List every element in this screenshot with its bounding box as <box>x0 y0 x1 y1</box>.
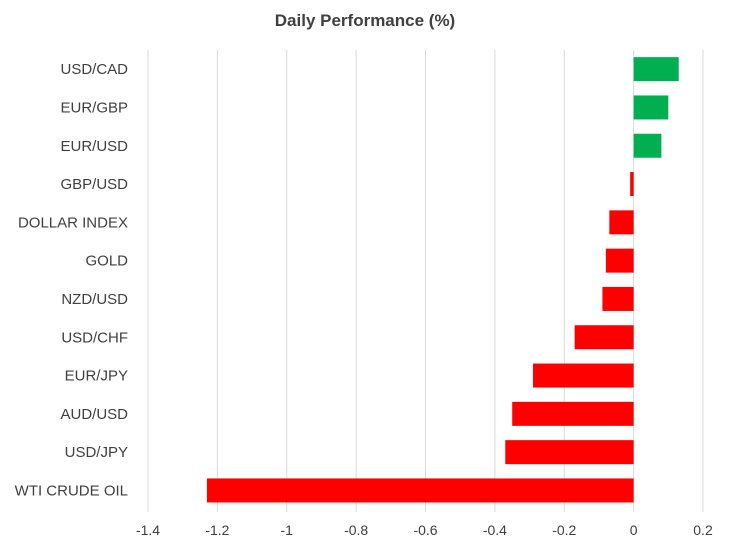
x-axis-tick-labels: -1.4 -1.2 -1 -0.8 -0.6 -0.4 -0.2 0 0.2 <box>136 522 713 538</box>
bar-dollar-index <box>609 210 634 235</box>
bar-wti-crude-oil <box>206 478 634 503</box>
category-label-wti-crude-oil: WTI CRUDE OIL <box>15 482 128 499</box>
bar-usd-cad <box>633 57 679 82</box>
chart-title: Daily Performance (%) <box>274 11 456 30</box>
x-tick-label: -0.8 <box>344 522 368 538</box>
category-labels: USD/CAD EUR/GBP EUR/USD GBP/USD DOLLAR INDEX… <box>15 61 129 499</box>
category-label-nzd-usd: NZD/USD <box>61 291 128 308</box>
category-label-eur-usd: EUR/USD <box>60 138 128 155</box>
bar-gbp-usd <box>630 172 634 197</box>
bar-usd-jpy <box>505 440 634 465</box>
bars <box>206 57 679 503</box>
category-label-gbp-usd: GBP/USD <box>60 176 128 193</box>
grid-lines <box>147 50 704 512</box>
category-label-usd-cad: USD/CAD <box>60 61 128 78</box>
category-label-eur-jpy: EUR/JPY <box>65 368 128 385</box>
category-label-gold: GOLD <box>85 253 128 270</box>
x-tick-label: -1.2 <box>205 522 229 538</box>
category-label-eur-gbp: EUR/GBP <box>60 99 128 116</box>
x-tick-label: -1.4 <box>136 522 160 538</box>
bar-usd-chf <box>574 325 634 350</box>
bar-gold <box>605 248 634 273</box>
bar-eur-jpy <box>533 363 634 388</box>
category-label-usd-chf: USD/CHF <box>61 329 128 346</box>
bar-eur-gbp <box>633 95 669 120</box>
category-label-aud-usd: AUD/USD <box>60 406 128 423</box>
bar-aud-usd <box>512 401 634 426</box>
x-tick-label: -0.4 <box>483 522 507 538</box>
bar-nzd-usd <box>602 286 634 311</box>
x-tick-label: -0.6 <box>413 522 437 538</box>
bar-eur-usd <box>633 133 662 158</box>
x-tick-label: -0.2 <box>552 522 576 538</box>
x-tick-label: 0 <box>630 522 638 538</box>
category-label-usd-jpy: USD/JPY <box>65 444 128 461</box>
category-label-dollar-index: DOLLAR INDEX <box>18 214 128 231</box>
x-tick-label: -1 <box>281 522 294 538</box>
x-tick-label: 0.2 <box>693 522 713 538</box>
